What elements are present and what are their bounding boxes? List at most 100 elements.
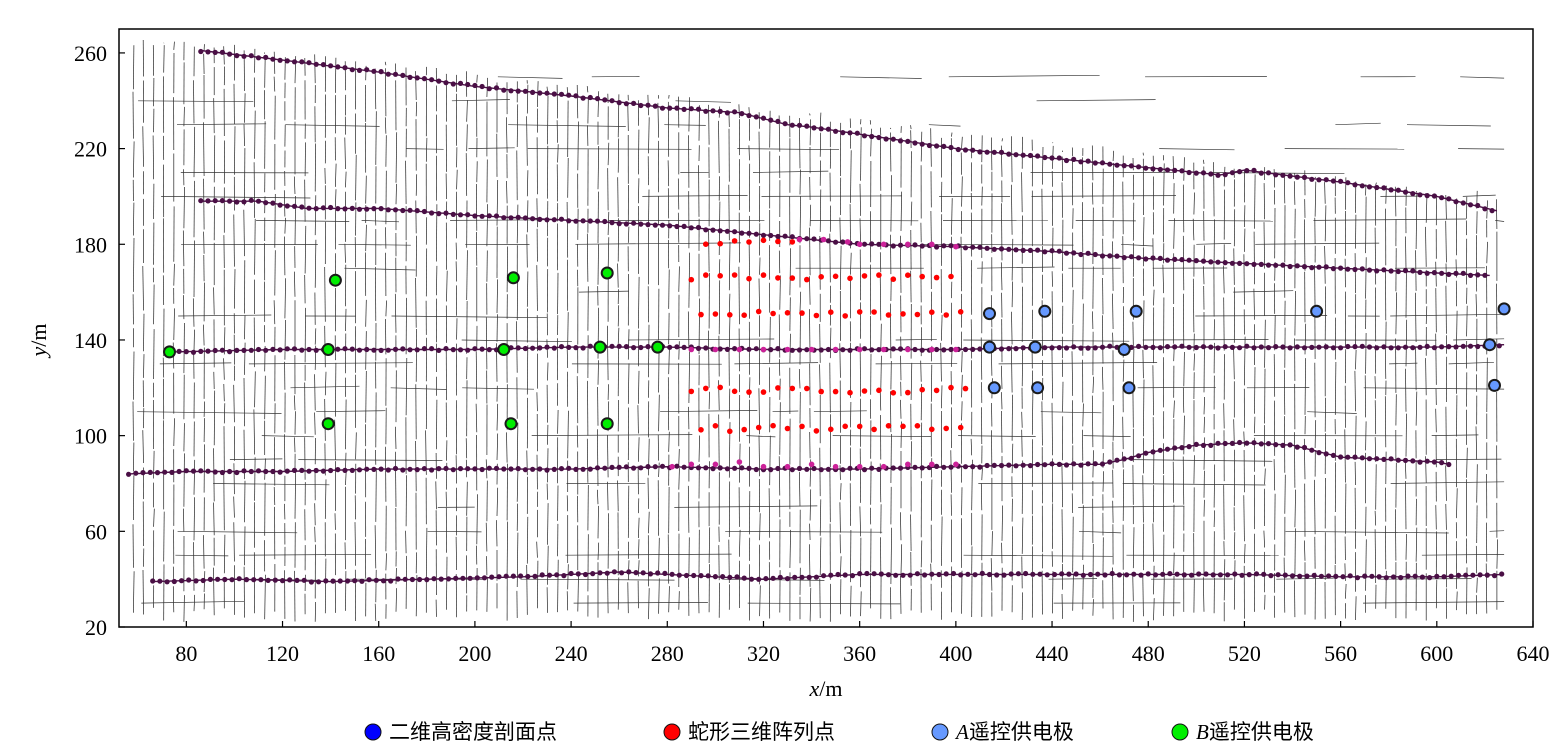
survey-trace-segment xyxy=(678,448,680,465)
profile-point xyxy=(1489,208,1495,214)
profile-point xyxy=(1352,266,1358,273)
survey-trace-segment xyxy=(244,480,246,523)
snake-array-point xyxy=(755,308,762,315)
profile-point xyxy=(746,230,752,236)
survey-trace-segment xyxy=(1128,459,1273,462)
survey-trace-segment xyxy=(1486,357,1488,413)
profile-point xyxy=(724,110,731,116)
profile-point xyxy=(323,578,329,584)
profile-point xyxy=(1446,461,1452,468)
survey-trace-segment xyxy=(1193,192,1195,215)
survey-trace-segment xyxy=(133,442,135,472)
profile-point xyxy=(958,572,964,578)
snake-array-point xyxy=(813,312,820,319)
profile-point xyxy=(1280,344,1286,350)
profile-point xyxy=(760,232,767,238)
profile-point xyxy=(756,576,762,582)
profile-point xyxy=(1470,572,1476,578)
survey-trace-segment xyxy=(617,305,620,327)
survey-trace-segment xyxy=(526,116,528,166)
survey-trace-segment xyxy=(970,319,973,359)
survey-trace-segment xyxy=(638,370,640,404)
profile-point xyxy=(597,570,603,576)
survey-trace-segment xyxy=(1445,220,1447,263)
survey-trace-segment xyxy=(1355,415,1357,459)
snake-array-point xyxy=(919,386,925,393)
survey-trace-segment xyxy=(234,126,236,175)
snake-array-point xyxy=(856,309,863,315)
profile-point xyxy=(984,149,990,155)
profile-point xyxy=(712,574,719,580)
profile-point xyxy=(1244,343,1250,349)
b-electrode-point xyxy=(328,273,342,287)
profile-point xyxy=(1066,571,1072,577)
profile-point xyxy=(1446,344,1452,350)
profile-point xyxy=(710,227,716,233)
survey-trace-segment xyxy=(395,451,397,507)
survey-trace-segment xyxy=(578,290,630,293)
profile-point xyxy=(169,469,175,475)
profile-point xyxy=(1078,462,1084,468)
survey-trace-segment xyxy=(1152,523,1154,562)
survey-trace-segment xyxy=(761,195,902,197)
profile-point xyxy=(241,53,247,59)
profile-point xyxy=(1347,573,1353,579)
profile-point xyxy=(1059,571,1065,577)
profile-point xyxy=(871,571,877,577)
profile-point xyxy=(392,71,399,77)
profile-point xyxy=(251,577,257,583)
profile-point xyxy=(1109,570,1115,577)
profile-point xyxy=(205,49,211,55)
profile-point xyxy=(1181,572,1187,578)
survey-trace-segment xyxy=(466,124,468,152)
profile-point xyxy=(770,575,776,581)
profile-point xyxy=(1417,269,1423,275)
survey-trace-segment xyxy=(1193,455,1195,484)
survey-trace-segment xyxy=(1142,475,1144,523)
profile-point xyxy=(150,578,156,584)
survey-trace-segment xyxy=(617,263,619,288)
profile-point xyxy=(1395,345,1401,351)
profile-point xyxy=(1229,260,1235,266)
survey-trace-segment xyxy=(178,314,272,317)
survey-trace-segment xyxy=(1365,332,1367,374)
profile-point xyxy=(1309,176,1315,182)
survey-trace-segment xyxy=(734,362,819,365)
profile-point xyxy=(558,344,565,350)
profile-point xyxy=(818,126,824,132)
survey-trace-segment xyxy=(324,371,327,396)
profile-point xyxy=(1388,345,1394,351)
profile-point xyxy=(970,346,976,352)
survey-trace-segment xyxy=(1253,288,1255,320)
b-electrode-point xyxy=(163,345,176,359)
survey-trace-segment xyxy=(1324,205,1327,242)
survey-trace-segment xyxy=(658,578,660,614)
profile-point xyxy=(429,77,435,83)
profile-point xyxy=(551,466,557,472)
profile-point xyxy=(1330,266,1336,272)
snake-array-point xyxy=(703,272,709,278)
survey-trace-segment xyxy=(203,178,205,230)
survey-trace-segment xyxy=(1203,159,1205,164)
profile-point xyxy=(652,103,658,109)
survey-trace-segment xyxy=(1011,238,1014,281)
profile-point xyxy=(1049,461,1055,467)
survey-trace-segment xyxy=(1363,387,1505,390)
profile-point xyxy=(782,233,788,239)
profile-point xyxy=(465,347,471,353)
profile-point xyxy=(265,577,271,584)
survey-trace-segment xyxy=(1162,264,1164,294)
survey-trace-segment xyxy=(256,220,350,222)
profile-point xyxy=(164,579,170,585)
profile-point xyxy=(255,468,262,474)
x-tick-label: 640 xyxy=(1517,641,1550,666)
survey-trace-segment xyxy=(638,437,640,462)
profile-point xyxy=(1085,250,1091,256)
profile-point xyxy=(1013,247,1019,253)
profile-point-highlight xyxy=(953,461,959,468)
survey-trace-segment xyxy=(1276,577,1334,580)
survey-trace-segment xyxy=(415,440,417,492)
profile-point xyxy=(212,469,218,475)
legend-label: B遥控供电极 xyxy=(1196,720,1314,744)
profile-point xyxy=(998,346,1005,352)
